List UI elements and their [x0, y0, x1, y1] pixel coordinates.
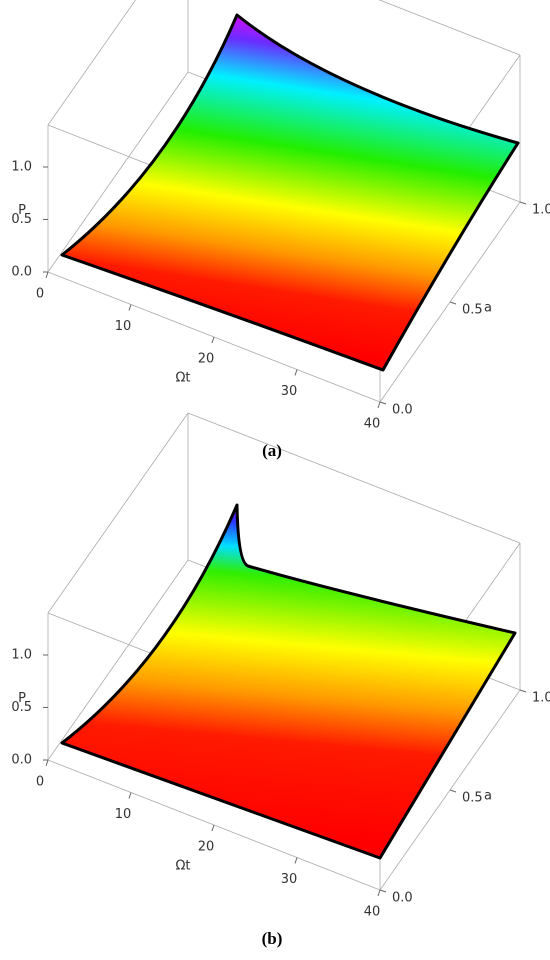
- x-tick-label: 0: [36, 287, 44, 302]
- box-edge: [378, 0, 521, 56]
- z-tick-label: 1.0: [11, 648, 32, 663]
- x-tick-label: 10: [115, 807, 132, 822]
- x-tick-label: 30: [281, 872, 298, 887]
- x-tick: [211, 336, 215, 344]
- y-tick-label: 1.0: [532, 691, 550, 706]
- caption: (a): [262, 441, 282, 460]
- z-tick-label: 0.0: [11, 753, 32, 768]
- x-tick: [377, 401, 381, 409]
- y-tick: [449, 789, 457, 793]
- z-tick-label: 0.0: [11, 265, 32, 280]
- surface: [60, 13, 520, 372]
- box-edge: [47, 559, 189, 761]
- caption: (b): [262, 929, 283, 948]
- x-axis-label: Ωt: [175, 371, 190, 386]
- z-tick-label: 1.0: [11, 160, 32, 175]
- x-tick-label: 20: [198, 840, 215, 855]
- x-tick: [294, 369, 298, 376]
- y-axis-label: a: [484, 301, 492, 316]
- y-axis-label: a: [484, 789, 492, 804]
- x-tick-label: 40: [364, 417, 381, 432]
- x-axis-label: Ωt: [175, 859, 190, 874]
- x-tick-label: 40: [364, 905, 381, 920]
- z-axis-label: P: [18, 203, 26, 218]
- z-tick-label: 0.5: [11, 212, 32, 227]
- y-tick: [449, 301, 457, 305]
- x-tick-label: 0: [36, 775, 44, 790]
- y-tick: [519, 201, 527, 205]
- x-tick: [211, 824, 215, 832]
- x-tick-label: 10: [115, 319, 132, 334]
- x-tick: [128, 792, 132, 799]
- x-tick: [377, 889, 381, 897]
- x-tick-label: 30: [281, 384, 298, 399]
- y-tick-label: 1.0: [532, 203, 550, 218]
- x-tick: [128, 304, 132, 311]
- y-tick-label: 0.0: [392, 403, 413, 418]
- x-tick: [294, 857, 298, 864]
- box-edge: [47, 0, 136, 126]
- y-tick: [379, 889, 387, 893]
- y-tick-label: 0.0: [392, 891, 413, 906]
- x-tick: [45, 759, 49, 767]
- z-tick-label: 0.5: [11, 700, 32, 715]
- box-edge: [47, 412, 189, 614]
- surface: [60, 503, 517, 860]
- box-edge: [47, 71, 189, 273]
- x-tick: [45, 271, 49, 279]
- y-tick: [379, 401, 387, 405]
- y-tick: [519, 689, 527, 693]
- axes-labels: 0 10 20 30 40 0.0 0.5 1.0 0.0 0.5 1.0 Ωt a P (a) 0 10 20 3…: [11, 160, 550, 948]
- y-tick-label: 0.5: [462, 303, 483, 318]
- y-tick-label: 0.5: [462, 791, 483, 806]
- box-edge: [187, 412, 521, 544]
- x-tick-label: 20: [198, 352, 215, 367]
- z-axis-label: P: [18, 691, 26, 706]
